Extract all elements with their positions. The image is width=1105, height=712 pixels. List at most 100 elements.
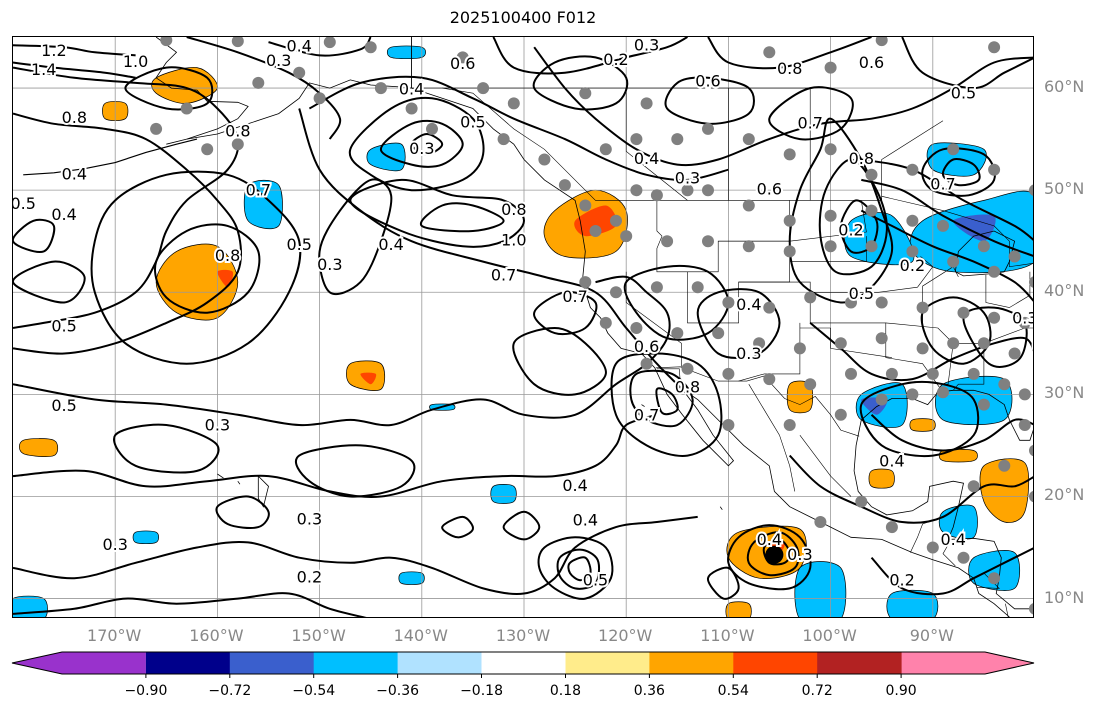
latitude-label: 50°N [1044, 179, 1085, 199]
contour-label: 0.2 [889, 571, 914, 590]
contour-label: 0.6 [859, 53, 884, 72]
station-dot [855, 495, 868, 508]
contour-line [294, 444, 416, 498]
station-dot [620, 230, 633, 243]
contour-label: 0.3 [317, 255, 342, 274]
political-border [625, 88, 688, 201]
contour-line [533, 46, 1033, 167]
contour-lines [13, 37, 1033, 617]
lat-lon-gridlines [13, 37, 1033, 617]
contour-line [215, 495, 270, 529]
station-dot [804, 378, 817, 391]
contour-label: 0.5 [849, 284, 874, 303]
station-dot [742, 133, 755, 146]
longitude-label: 100°W [802, 626, 857, 645]
contour-line [556, 548, 601, 590]
positive-anomaly-area [909, 418, 936, 432]
strong-positive-anomaly-area [360, 372, 377, 385]
station-dot [1029, 603, 1033, 615]
island-outline [257, 475, 269, 508]
station-dot [630, 133, 643, 146]
colorbar-segment [397, 652, 482, 674]
station-dot [1018, 388, 1031, 401]
contour-label: 0.5 [13, 194, 36, 213]
station-dot [906, 214, 919, 227]
contour-label: 0.3 [205, 416, 230, 435]
contour-line [532, 55, 629, 111]
negative-anomaly-area [398, 571, 425, 585]
coastline [155, 37, 249, 145]
station-dot [150, 122, 163, 135]
contour-line [860, 209, 1033, 302]
contour-label: 0.8 [675, 378, 700, 397]
station-dot [753, 337, 766, 350]
station-dot [507, 97, 520, 110]
station-dot [160, 37, 173, 47]
station-dot [998, 459, 1011, 472]
station-dot [947, 255, 960, 268]
station-dot [824, 240, 837, 253]
contour-label: 0.4 [62, 164, 87, 183]
station-dot [926, 541, 939, 554]
station-dot [977, 337, 990, 350]
station-dot [783, 245, 796, 258]
station-dot [763, 373, 776, 386]
station-dot [579, 276, 592, 289]
station-dot [824, 61, 837, 74]
station-dot [763, 46, 776, 59]
political-border [655, 366, 860, 437]
contour-line [13, 413, 658, 498]
station-dot [916, 342, 929, 355]
contour-label: 0.8 [225, 122, 250, 141]
station-dot [640, 357, 653, 370]
latitude-label: 30°N [1044, 383, 1085, 403]
station-dot [722, 419, 735, 431]
station-dot [599, 143, 612, 156]
contour-line [308, 75, 729, 182]
latitude-label: 10°N [1044, 587, 1085, 607]
contour-labels: 1.21.4 1.0 0.8 0.4 0.5 0.4 0.5 0.5 0.3 0.3 0.8 0.7 0… [13, 37, 1033, 592]
latitude-label: 20°N [1044, 485, 1085, 505]
station-dot [650, 281, 663, 294]
contour-line [298, 108, 689, 396]
negative-anomaly-area [968, 550, 1021, 591]
station-dot [558, 179, 571, 192]
station-dot [323, 37, 336, 49]
station-dot [742, 240, 755, 253]
colorbar [11, 651, 1035, 678]
colorbar-segment [817, 652, 902, 674]
longitude-label: 150°W [291, 626, 346, 645]
station-dot [702, 235, 714, 248]
contour-line [859, 380, 980, 457]
contour-line [349, 178, 526, 248]
contour-line [379, 119, 464, 168]
station-dot [610, 286, 622, 299]
station-dot [252, 76, 265, 89]
station-dot [640, 97, 653, 110]
station-dot [538, 153, 551, 166]
contour-label: 0.7 [562, 287, 587, 306]
contour-line [186, 37, 342, 140]
strong-positive-anomaly-area [574, 205, 617, 237]
colorbar-extend-high [901, 652, 1034, 674]
station-dot [947, 337, 960, 350]
contour-label: 0.4 [879, 451, 904, 470]
colorbar-tick-label: −0.36 [376, 683, 420, 699]
colorbar-tick-label: 0.90 [885, 683, 917, 699]
latitude-label: 60°N [1044, 77, 1085, 97]
colorbar-tick-label: −0.72 [208, 683, 252, 699]
station-dot [916, 301, 929, 314]
station-dot [906, 388, 919, 401]
negative-anomaly-area [794, 561, 847, 617]
contour-label: 0.6 [634, 337, 659, 356]
contour-line [13, 515, 698, 596]
station-dot [681, 362, 694, 375]
contour-label: 0.4 [573, 511, 598, 530]
colorbar-tick-label: 0.72 [801, 683, 833, 699]
contour-line [727, 524, 812, 591]
station-dot [589, 225, 602, 237]
coastline [411, 37, 1010, 617]
contour-label: 0.7 [797, 113, 822, 132]
contour-label: 0.7 [634, 405, 659, 424]
station-dot [497, 133, 510, 146]
